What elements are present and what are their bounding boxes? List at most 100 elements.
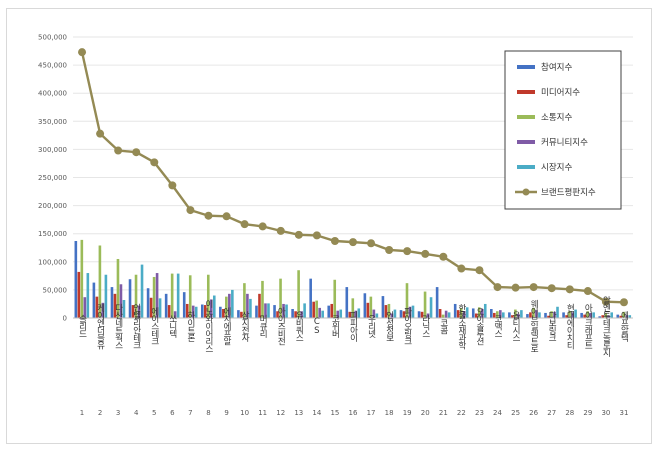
- bar-시장지수: [357, 308, 361, 318]
- legend-swatch: [517, 65, 535, 69]
- bar-시장지수: [538, 312, 541, 318]
- bar-미디어지수: [240, 311, 243, 318]
- bar-시장지수: [194, 306, 198, 318]
- line-point: [349, 238, 357, 247]
- line-point: [276, 226, 285, 235]
- bar-커뮤니티지수: [173, 311, 177, 318]
- bar-참여지수: [110, 287, 114, 318]
- bar-소통지수: [243, 283, 246, 318]
- bar-커뮤니티지수: [318, 307, 321, 318]
- bar-시장지수: [393, 309, 397, 318]
- bar-미디어지수: [258, 293, 261, 318]
- bar-소통지수: [170, 273, 174, 318]
- bar-참여지수: [526, 314, 529, 318]
- category-index-label: 12: [276, 409, 285, 417]
- category-label: 에프알텍: [619, 311, 629, 343]
- bar-미디어지수: [366, 302, 370, 318]
- bar-미디어지수: [583, 314, 586, 318]
- bar-커뮤니티지수: [480, 309, 484, 318]
- bar-커뮤니티지수: [462, 311, 466, 318]
- bar-커뮤니티지수: [83, 297, 87, 318]
- y-tick-label: 50,000: [43, 286, 68, 294]
- bar-시장지수: [465, 307, 469, 318]
- bar-참여지수: [490, 309, 493, 318]
- category-index-label: 31: [620, 409, 629, 417]
- y-tick-label: 100,000: [38, 258, 67, 266]
- bar-소통지수: [225, 296, 228, 318]
- bar-시장지수: [267, 303, 270, 318]
- line-point: [403, 247, 412, 256]
- bar-소통지수: [279, 278, 282, 318]
- line-point: [511, 283, 520, 292]
- x-axis: 솔리드 1 케이엔더블유 2 다산네트웍스 3 인텔리안테크 4 에이스테크 5 쏘니텍 6 하이트론 7…: [73, 295, 633, 417]
- y-axis: 0 50,000 100,000 150,000 200,000 250,000 300,0…: [38, 34, 67, 323]
- bar-소통지수: [351, 298, 355, 318]
- bar-커뮤니티지수: [390, 313, 394, 318]
- category-label: 이노와이어리스: [203, 299, 213, 352]
- bar-미디어지수: [384, 305, 388, 318]
- chart-svg: 0 50,000 100,000 150,000 200,000 250,000 300,0…: [38, 34, 633, 417]
- bar-미디어지수: [601, 315, 605, 318]
- bar-커뮤니티지수: [300, 311, 303, 318]
- line-point: [186, 206, 195, 215]
- bar-참여지수: [381, 296, 385, 318]
- category-index-label: 5: [152, 409, 156, 417]
- legend-swatch: [517, 90, 535, 94]
- bar-커뮤니티지수: [426, 313, 430, 318]
- bar-소통지수: [387, 303, 391, 318]
- bar-커뮤니티지수: [282, 303, 285, 318]
- bar-시장지수: [158, 298, 162, 318]
- bar-미디어지수: [276, 311, 279, 318]
- bar-커뮤니티지수: [571, 312, 574, 318]
- bar-미디어지수: [77, 271, 81, 318]
- y-tick-label: 150,000: [38, 230, 67, 238]
- category-index-label: 25: [511, 409, 520, 417]
- category-label: 라닉스: [420, 315, 430, 338]
- bar-참여지수: [309, 278, 312, 318]
- line-point: [96, 129, 105, 138]
- bar-소통지수: [568, 311, 571, 318]
- category-index-label: 8: [206, 409, 210, 417]
- category-label: 머큐리: [258, 315, 268, 339]
- category-label: 다산네트웍스: [113, 304, 123, 349]
- line-point: [330, 237, 339, 246]
- bar-소통지수: [116, 258, 120, 318]
- bar-참여지수: [345, 287, 349, 318]
- bar-커뮤니티지수: [625, 315, 629, 318]
- line-point: [529, 283, 538, 292]
- bar-미디어지수: [474, 313, 478, 318]
- category-index-label: 9: [224, 409, 228, 417]
- bar-커뮤니티지수: [535, 310, 538, 318]
- category-label: 파이오링크: [402, 307, 412, 345]
- line-point: [439, 252, 448, 261]
- bar-커뮤니티지수: [444, 310, 448, 318]
- category-index-label: 2: [98, 409, 102, 417]
- legend-box: [504, 50, 622, 210]
- legend-label: 커뮤니티지수: [541, 137, 588, 148]
- bar-참여지수: [146, 288, 150, 318]
- category-label: 한울소재과학: [456, 304, 466, 351]
- bar-참여지수: [92, 282, 96, 318]
- category-label: 아이크래프트: [583, 303, 593, 349]
- bar-커뮤니티지수: [137, 305, 141, 318]
- bar-소통지수: [333, 279, 337, 318]
- category-label: 오이솔루션: [474, 307, 484, 345]
- bar-시장지수: [556, 306, 559, 318]
- category-index-label: 1: [80, 409, 84, 417]
- category-index-label: 29: [583, 409, 592, 417]
- bar-미디어지수: [456, 310, 460, 318]
- bar-소통지수: [459, 307, 463, 318]
- bar-미디어지수: [312, 301, 315, 318]
- bar-참여지수: [453, 303, 457, 318]
- bar-커뮤니티지수: [228, 293, 231, 318]
- line-point: [493, 283, 502, 292]
- category-index-label: 27: [547, 409, 556, 417]
- line-point: [457, 264, 466, 273]
- bar-미디어지수: [565, 315, 568, 318]
- bar-참여지수: [128, 279, 132, 318]
- bar-참여지수: [219, 306, 222, 318]
- category-label: 옵티시스: [511, 311, 521, 341]
- bar-커뮤니티지수: [354, 310, 358, 318]
- category-label: 유비쿼스: [294, 311, 304, 341]
